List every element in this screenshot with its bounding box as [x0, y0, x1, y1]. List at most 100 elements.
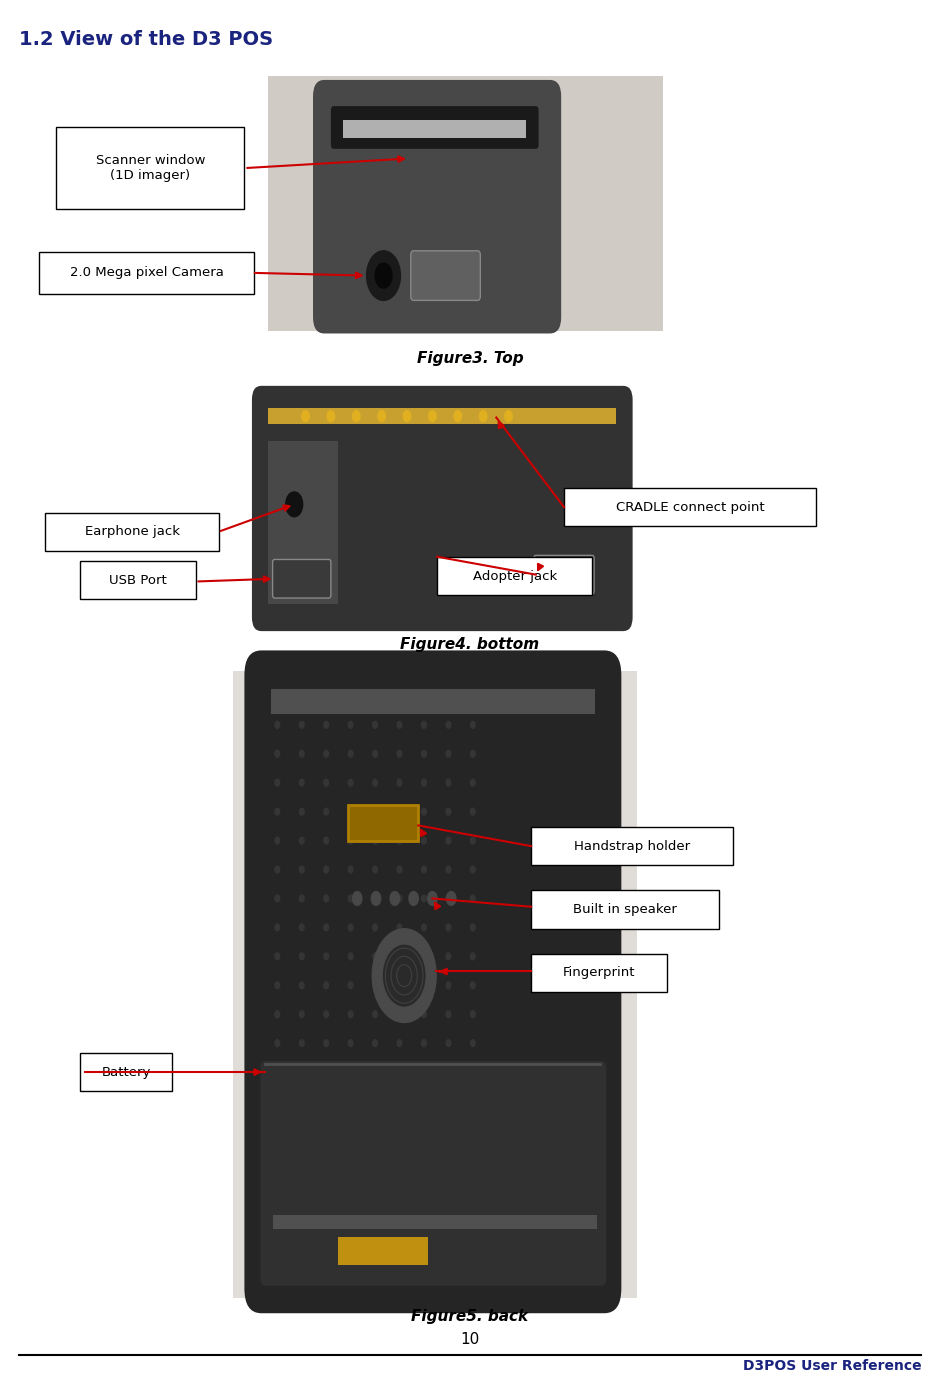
- FancyBboxPatch shape: [271, 689, 595, 714]
- Circle shape: [372, 954, 377, 959]
- Circle shape: [299, 1040, 305, 1047]
- Text: 10: 10: [461, 1333, 479, 1346]
- Text: Handstrap holder: Handstrap holder: [574, 839, 690, 853]
- Circle shape: [348, 780, 353, 785]
- Circle shape: [397, 981, 402, 989]
- Circle shape: [371, 892, 381, 905]
- Circle shape: [421, 722, 426, 729]
- Circle shape: [348, 1214, 353, 1221]
- Circle shape: [397, 1214, 402, 1221]
- Circle shape: [286, 492, 303, 517]
- Circle shape: [446, 896, 451, 903]
- Circle shape: [372, 722, 377, 729]
- Circle shape: [446, 1069, 451, 1075]
- Circle shape: [302, 411, 309, 422]
- Circle shape: [323, 750, 329, 758]
- Text: CRADLE connect point: CRADLE connect point: [616, 500, 764, 514]
- Circle shape: [372, 808, 377, 816]
- Circle shape: [390, 892, 400, 905]
- Circle shape: [274, 1069, 280, 1075]
- Circle shape: [348, 1040, 353, 1047]
- Circle shape: [323, 1127, 329, 1133]
- Circle shape: [372, 925, 377, 932]
- Circle shape: [378, 411, 385, 422]
- Text: Figure3. Top: Figure3. Top: [416, 351, 524, 367]
- Circle shape: [274, 1155, 280, 1163]
- Circle shape: [299, 981, 305, 989]
- Circle shape: [421, 808, 426, 816]
- Circle shape: [470, 1271, 476, 1279]
- Circle shape: [372, 981, 377, 989]
- Circle shape: [372, 1185, 377, 1191]
- Circle shape: [274, 1127, 280, 1133]
- Circle shape: [397, 1243, 402, 1250]
- FancyBboxPatch shape: [56, 127, 244, 209]
- Circle shape: [397, 750, 402, 758]
- Text: 2.0 Mega pixel Camera: 2.0 Mega pixel Camera: [70, 266, 224, 280]
- Circle shape: [323, 954, 329, 959]
- Circle shape: [299, 750, 305, 758]
- Circle shape: [446, 836, 451, 843]
- Circle shape: [372, 1155, 377, 1163]
- Text: Battery: Battery: [102, 1065, 150, 1079]
- FancyBboxPatch shape: [437, 557, 592, 595]
- Circle shape: [397, 1040, 402, 1047]
- FancyBboxPatch shape: [80, 1053, 172, 1091]
- Circle shape: [323, 925, 329, 932]
- Circle shape: [348, 896, 353, 903]
- FancyBboxPatch shape: [313, 80, 561, 333]
- Circle shape: [470, 1040, 476, 1047]
- Text: Figure5. back: Figure5. back: [412, 1309, 528, 1324]
- Circle shape: [372, 1011, 377, 1017]
- Circle shape: [397, 1155, 402, 1163]
- FancyBboxPatch shape: [531, 954, 667, 992]
- Circle shape: [470, 836, 476, 843]
- Circle shape: [446, 722, 451, 729]
- Circle shape: [409, 892, 418, 905]
- Circle shape: [470, 1185, 476, 1191]
- Circle shape: [323, 1155, 329, 1163]
- Circle shape: [454, 411, 462, 422]
- FancyBboxPatch shape: [331, 106, 539, 149]
- Circle shape: [299, 808, 305, 816]
- Circle shape: [323, 1011, 329, 1017]
- Circle shape: [397, 780, 402, 785]
- Circle shape: [323, 896, 329, 903]
- Circle shape: [372, 1214, 377, 1221]
- FancyBboxPatch shape: [338, 1237, 428, 1265]
- Circle shape: [274, 750, 280, 758]
- Circle shape: [348, 925, 353, 932]
- Circle shape: [348, 1155, 353, 1163]
- Circle shape: [470, 750, 476, 758]
- Circle shape: [446, 780, 451, 785]
- Circle shape: [299, 1069, 305, 1075]
- Circle shape: [446, 1214, 451, 1221]
- Circle shape: [429, 411, 436, 422]
- Circle shape: [421, 1097, 426, 1105]
- Circle shape: [348, 1243, 353, 1250]
- Circle shape: [421, 1271, 426, 1279]
- Circle shape: [446, 1127, 451, 1133]
- Circle shape: [421, 1069, 426, 1075]
- Circle shape: [348, 981, 353, 989]
- Circle shape: [323, 1214, 329, 1221]
- Circle shape: [299, 1127, 305, 1133]
- Circle shape: [421, 1243, 426, 1250]
- Circle shape: [397, 1185, 402, 1191]
- Circle shape: [299, 1243, 305, 1250]
- Circle shape: [446, 1040, 451, 1047]
- FancyBboxPatch shape: [268, 408, 616, 424]
- Circle shape: [470, 896, 476, 903]
- Circle shape: [421, 896, 426, 903]
- Circle shape: [323, 1097, 329, 1105]
- Circle shape: [470, 722, 476, 729]
- Circle shape: [421, 750, 426, 758]
- Circle shape: [274, 1097, 280, 1105]
- FancyBboxPatch shape: [531, 890, 719, 929]
- Circle shape: [446, 1243, 451, 1250]
- Circle shape: [274, 808, 280, 816]
- Circle shape: [421, 954, 426, 959]
- Circle shape: [274, 722, 280, 729]
- Circle shape: [470, 867, 476, 874]
- FancyBboxPatch shape: [273, 1215, 597, 1229]
